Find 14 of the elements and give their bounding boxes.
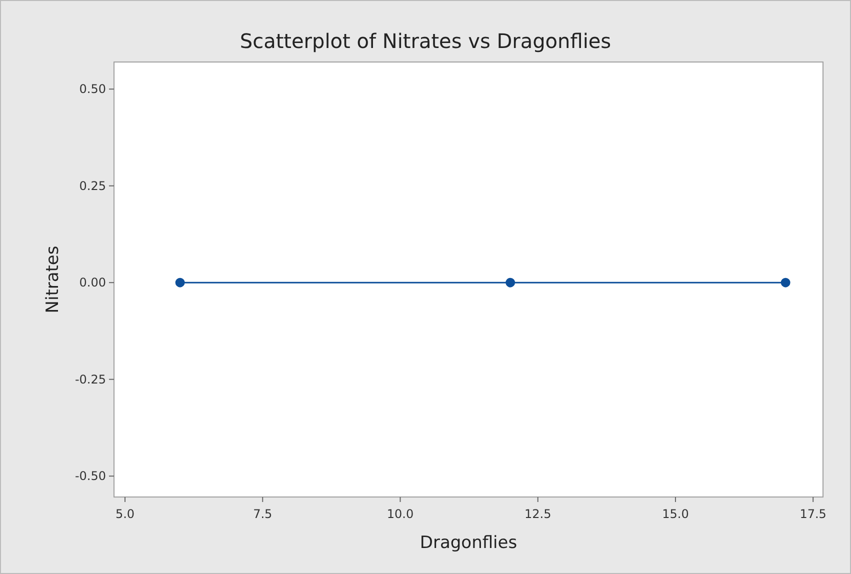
y-tick-label: 0.25 bbox=[79, 178, 106, 193]
y-tick-label: 0.00 bbox=[79, 276, 106, 290]
x-axis-title: Dragonflies bbox=[420, 533, 518, 553]
y-axis-title: Nitrates bbox=[43, 246, 63, 314]
x-tick-label: 12.5 bbox=[524, 507, 552, 521]
y-tick-label: -0.50 bbox=[74, 469, 106, 484]
x-tick-label: 17.5 bbox=[800, 507, 826, 521]
chart-title: Scatterplot of Nitrates vs Dragonflies bbox=[240, 29, 612, 53]
x-tick-label: 5.0 bbox=[115, 507, 135, 521]
x-tick-label: 10.0 bbox=[386, 507, 414, 521]
x-tick-label: 7.5 bbox=[253, 507, 272, 521]
y-tick-label: -0.25 bbox=[74, 372, 106, 386]
x-tick-label: 15.0 bbox=[662, 507, 689, 521]
y-tick-label: 0.50 bbox=[79, 82, 106, 96]
